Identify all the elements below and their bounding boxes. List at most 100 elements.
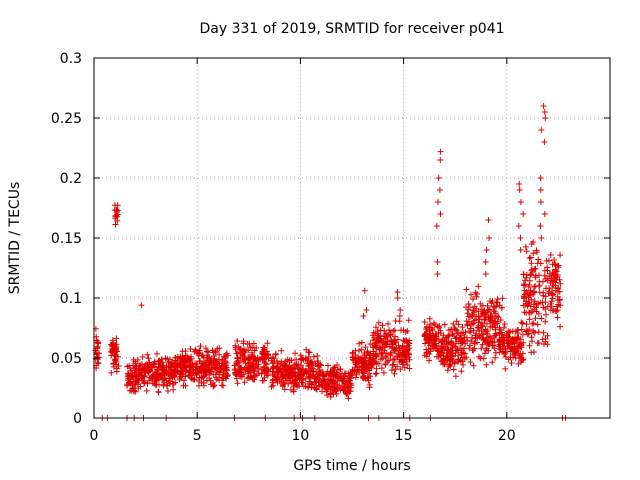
data-point xyxy=(476,328,483,335)
data-point xyxy=(388,338,395,345)
data-point xyxy=(470,296,476,302)
data-point xyxy=(507,341,514,347)
data-point xyxy=(463,286,470,293)
data-point xyxy=(345,395,352,402)
data-point xyxy=(426,351,433,357)
data-point xyxy=(222,355,229,361)
data-point xyxy=(139,354,146,360)
data-point xyxy=(516,181,523,187)
data-point xyxy=(522,243,529,250)
data-point xyxy=(552,282,559,289)
data-point xyxy=(178,368,184,374)
data-point xyxy=(537,199,544,205)
data-point xyxy=(163,377,170,384)
data-point xyxy=(278,347,285,354)
data-point xyxy=(520,295,527,302)
data-point xyxy=(529,320,536,327)
data-point xyxy=(192,346,199,353)
data-point xyxy=(492,349,499,356)
data-point xyxy=(197,366,203,373)
data-point xyxy=(341,381,348,387)
data-point xyxy=(115,353,121,360)
data-point xyxy=(294,373,301,380)
data-point xyxy=(313,385,319,392)
data-point xyxy=(473,316,479,323)
data-point xyxy=(534,321,541,328)
x-tick-label: 15 xyxy=(395,428,413,444)
data-point xyxy=(520,302,527,309)
data-point xyxy=(366,384,373,391)
data-point xyxy=(552,262,559,268)
data-point xyxy=(484,328,491,335)
data-point xyxy=(520,211,527,217)
data-point xyxy=(541,139,548,145)
data-point xyxy=(195,378,202,384)
data-point xyxy=(370,329,377,336)
data-point xyxy=(489,323,496,330)
data-point xyxy=(489,359,496,366)
data-point xyxy=(542,115,549,121)
data-point xyxy=(352,374,359,381)
data-point xyxy=(318,362,324,369)
data-point xyxy=(172,354,179,361)
data-point xyxy=(214,345,221,352)
data-point xyxy=(541,267,548,274)
data-point xyxy=(155,389,162,396)
data-point xyxy=(160,364,167,371)
data-point xyxy=(533,304,540,311)
data-point xyxy=(516,187,523,193)
data-point xyxy=(360,362,367,369)
data-point xyxy=(455,321,462,328)
data-point xyxy=(196,374,203,381)
data-point xyxy=(531,266,538,273)
data-point xyxy=(542,318,549,325)
data-point xyxy=(432,331,439,337)
data-point xyxy=(474,339,480,346)
data-point xyxy=(557,323,564,330)
data-point xyxy=(461,350,468,357)
data-point xyxy=(547,252,554,258)
data-point xyxy=(538,315,545,322)
data-point xyxy=(477,300,484,307)
data-point xyxy=(511,346,518,353)
data-point xyxy=(367,341,374,347)
data-point xyxy=(554,297,561,303)
data-point xyxy=(252,372,259,379)
data-point xyxy=(249,344,256,351)
data-point xyxy=(441,321,448,328)
data-point xyxy=(387,331,394,338)
data-point xyxy=(174,353,181,360)
data-point xyxy=(467,359,474,365)
data-point xyxy=(495,338,502,345)
data-point xyxy=(333,390,340,397)
data-point xyxy=(493,299,500,306)
data-point xyxy=(383,333,390,340)
data-points xyxy=(92,103,569,421)
data-point xyxy=(528,349,535,356)
data-point xyxy=(434,259,441,265)
data-point xyxy=(355,355,362,362)
chart-title: Day 331 of 2019, SRMTID for receiver p04… xyxy=(199,21,504,37)
data-point xyxy=(134,356,141,363)
data-point xyxy=(502,348,509,355)
data-point xyxy=(379,322,386,329)
data-point xyxy=(272,350,279,357)
data-point xyxy=(556,288,563,295)
data-point xyxy=(261,363,268,370)
data-point xyxy=(433,343,440,350)
data-point xyxy=(518,319,525,326)
data-point xyxy=(523,289,530,295)
data-point xyxy=(124,382,131,389)
data-point xyxy=(111,357,118,363)
x-tick-label: 10 xyxy=(291,428,309,444)
data-point xyxy=(406,365,413,372)
data-point xyxy=(328,382,335,389)
data-point xyxy=(232,367,239,374)
data-point xyxy=(523,274,530,281)
data-point xyxy=(469,334,476,341)
data-point xyxy=(422,330,429,337)
data-point xyxy=(527,254,534,261)
data-point xyxy=(172,379,179,386)
data-point xyxy=(114,211,121,218)
